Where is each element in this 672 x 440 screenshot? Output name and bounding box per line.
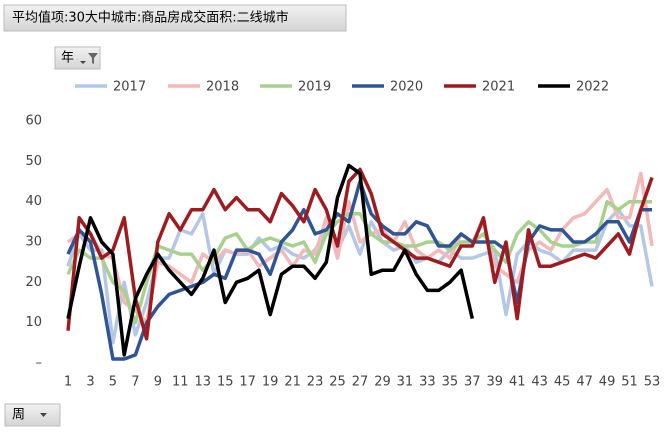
y-tick-label: 60 [25, 114, 42, 129]
x-tick-label: 47 [576, 375, 593, 390]
filter-button[interactable] [54, 46, 101, 70]
x-tick-label: 53 [644, 375, 661, 390]
legend-label: 2018 [206, 80, 239, 95]
x-tick-label: 37 [464, 375, 481, 390]
x-tick-label: 31 [397, 375, 414, 390]
y-tick-label: 50 [25, 154, 42, 169]
x-tick-label: 43 [531, 375, 548, 390]
dropdown-arrow [40, 413, 47, 417]
x-tick-label: 15 [217, 375, 234, 390]
x-tick-label: 3 [86, 375, 94, 390]
dropdown-arrow [80, 61, 86, 64]
y-tick-label: 20 [25, 275, 42, 290]
x-tick-label: 11 [172, 375, 189, 390]
x-tick-label: 27 [352, 375, 369, 390]
x-tick-label: 19 [262, 375, 279, 390]
title-box [3, 4, 347, 32]
y-tick-label: 30 [25, 235, 42, 250]
series-line [66, 163, 475, 357]
series-line [66, 167, 654, 341]
legend-label: 2019 [298, 80, 331, 95]
filter-button[interactable] [4, 403, 61, 427]
x-tick-label: 39 [486, 375, 503, 390]
x-tick-label: 41 [509, 375, 526, 390]
x-tick-label: 49 [599, 375, 616, 390]
filter-label: 年 [61, 51, 74, 66]
legend-label: 2020 [390, 80, 423, 95]
x-tick-label: 17 [239, 375, 256, 390]
x-tick-label: 51 [621, 375, 638, 390]
x-tick-label: 33 [419, 375, 436, 390]
x-tick-label: 45 [554, 375, 571, 390]
funnel-icon [88, 53, 98, 64]
x-tick-label: 35 [442, 375, 459, 390]
y-tick-label: – [36, 356, 43, 371]
series-line [66, 207, 654, 345]
x-tick-label: 13 [194, 375, 211, 390]
legend-label: 2021 [482, 80, 515, 95]
x-tick-label: 25 [329, 375, 346, 390]
y-tick-label: 40 [25, 194, 42, 209]
legend-label: 2017 [113, 80, 146, 95]
x-tick-label: 9 [154, 375, 162, 390]
chart-title: 平均值项:30大中城市:商品房成交面积:二线城市 [12, 10, 289, 26]
x-tick-label: 21 [284, 375, 301, 390]
x-tick-label: 29 [374, 375, 391, 390]
legend-label: 2022 [576, 80, 609, 95]
y-tick-label: 10 [25, 315, 42, 330]
series-line [66, 199, 652, 325]
x-tick-label: 23 [307, 375, 324, 390]
x-tick-label: 7 [131, 375, 139, 390]
x-tick-label: 5 [109, 375, 117, 390]
filter-label: 周 [12, 408, 25, 423]
x-tick-label: 1 [64, 375, 72, 390]
